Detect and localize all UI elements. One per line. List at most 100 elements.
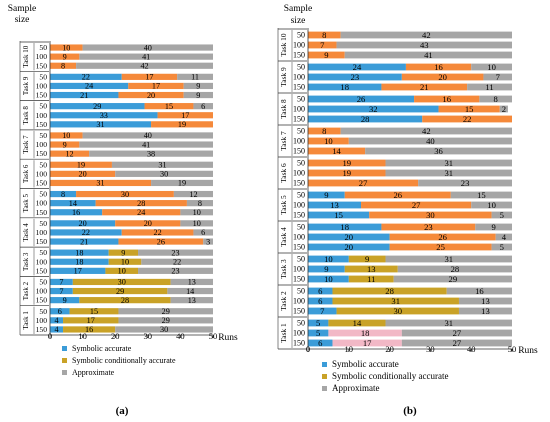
sample-size-label: 100	[36, 169, 48, 178]
data-label: 31	[391, 296, 400, 306]
sample-size-label: 100	[293, 297, 305, 306]
x-tick-label: 40	[467, 344, 476, 354]
sample-size-label: 150	[293, 179, 305, 188]
bar-segment	[50, 150, 90, 157]
data-label: 26	[157, 237, 165, 246]
bar-segment	[401, 339, 512, 347]
data-label: 20	[345, 242, 354, 252]
data-label: 41	[142, 52, 150, 61]
bar-segment	[79, 141, 213, 148]
task-label: Task 1	[279, 323, 288, 343]
bar-segment	[308, 297, 333, 305]
data-label: 27	[359, 178, 368, 188]
bar-segment	[115, 220, 181, 227]
bar-segment	[50, 73, 122, 80]
sample-size-label: 100	[36, 199, 48, 208]
data-label: 27	[412, 200, 421, 210]
sample-size-label: 150	[293, 339, 305, 348]
data-label: 9	[324, 190, 328, 200]
sample-size-label: 150	[36, 61, 48, 70]
data-label: 19	[342, 168, 351, 178]
x-axis-title: Runs	[218, 333, 238, 343]
data-label: 29	[116, 287, 124, 296]
sample-size-label: 100	[36, 81, 48, 90]
bar-segment	[72, 278, 171, 286]
bar-segment	[308, 95, 415, 103]
bar-segment	[495, 233, 512, 241]
bar-segment	[82, 132, 213, 139]
task-label: Task 10	[279, 33, 288, 56]
bar-segment	[180, 220, 213, 227]
x-tick-label: 0	[48, 331, 52, 341]
legend-label: Symbolic conditionally accurate	[332, 371, 448, 381]
data-label: 20	[79, 219, 87, 228]
bar-segment	[422, 115, 512, 123]
data-label: 41	[424, 50, 433, 60]
bar-segment	[50, 308, 70, 315]
bar-segment	[50, 238, 119, 245]
task-label: Task 2	[279, 291, 288, 311]
data-label: 40	[144, 43, 152, 52]
bar-segment	[348, 137, 512, 145]
legend-label: Approximate	[332, 383, 380, 393]
bar-segment	[348, 275, 394, 283]
bar-segment	[308, 73, 402, 81]
data-label: 18	[75, 257, 83, 266]
task-label: Task 4	[22, 223, 30, 242]
data-label: 23	[461, 178, 470, 188]
bar-segment	[63, 326, 116, 333]
bar-segment	[115, 170, 213, 177]
bar-segment	[50, 190, 77, 198]
bar-segment	[50, 179, 152, 187]
bar-segment	[183, 82, 213, 90]
bar-segment	[50, 132, 83, 139]
bar-segment	[102, 209, 181, 216]
bar-segment	[108, 258, 142, 265]
bar-segment	[483, 73, 512, 81]
data-label: 24	[137, 208, 145, 217]
data-label: 9	[365, 254, 369, 264]
data-label: 7	[59, 287, 63, 296]
data-label: 31	[158, 160, 166, 169]
sample-size-label: 50	[39, 72, 47, 81]
data-label: 27	[453, 328, 462, 338]
bar-segment	[170, 297, 213, 304]
bar-segment	[336, 41, 512, 49]
bar-segment	[50, 278, 73, 286]
data-label: 24	[353, 62, 362, 72]
x-axis-title: Runs	[518, 346, 538, 356]
data-label: 10	[324, 254, 333, 264]
sample-size-label: 100	[36, 111, 48, 120]
bar-segment	[401, 329, 512, 337]
x-tick-label: 10	[78, 331, 87, 341]
bar-segment	[308, 201, 362, 209]
bar-segment	[50, 229, 122, 236]
bar-segment	[50, 62, 77, 69]
bar-segment	[308, 115, 423, 123]
bar-segment	[336, 307, 459, 315]
bar-segment	[491, 243, 512, 251]
sample-size-label: 100	[293, 233, 305, 242]
sample-size-label: 100	[293, 137, 305, 146]
sample-size-label: 100	[293, 41, 305, 50]
data-label: 9	[491, 222, 495, 232]
bar-segment	[50, 112, 158, 119]
sample-size-label: 150	[36, 208, 48, 217]
data-label: 17	[152, 82, 160, 91]
bar-segment	[308, 233, 390, 241]
bar-segment	[193, 229, 213, 236]
bar-segment	[193, 103, 213, 110]
bar-segment	[308, 211, 370, 219]
bar-segment	[308, 51, 345, 59]
data-label: 11	[191, 73, 199, 82]
x-tick-label: 50	[508, 344, 517, 354]
bar-segment	[50, 121, 152, 128]
bar-segment	[471, 63, 512, 71]
bar-segment	[121, 229, 194, 236]
sample-size-label: 100	[36, 316, 48, 325]
y-axis-title-line2: size	[15, 15, 30, 25]
bar-segment	[344, 265, 398, 273]
bar-segment	[446, 287, 512, 295]
bar-segment	[438, 105, 500, 113]
